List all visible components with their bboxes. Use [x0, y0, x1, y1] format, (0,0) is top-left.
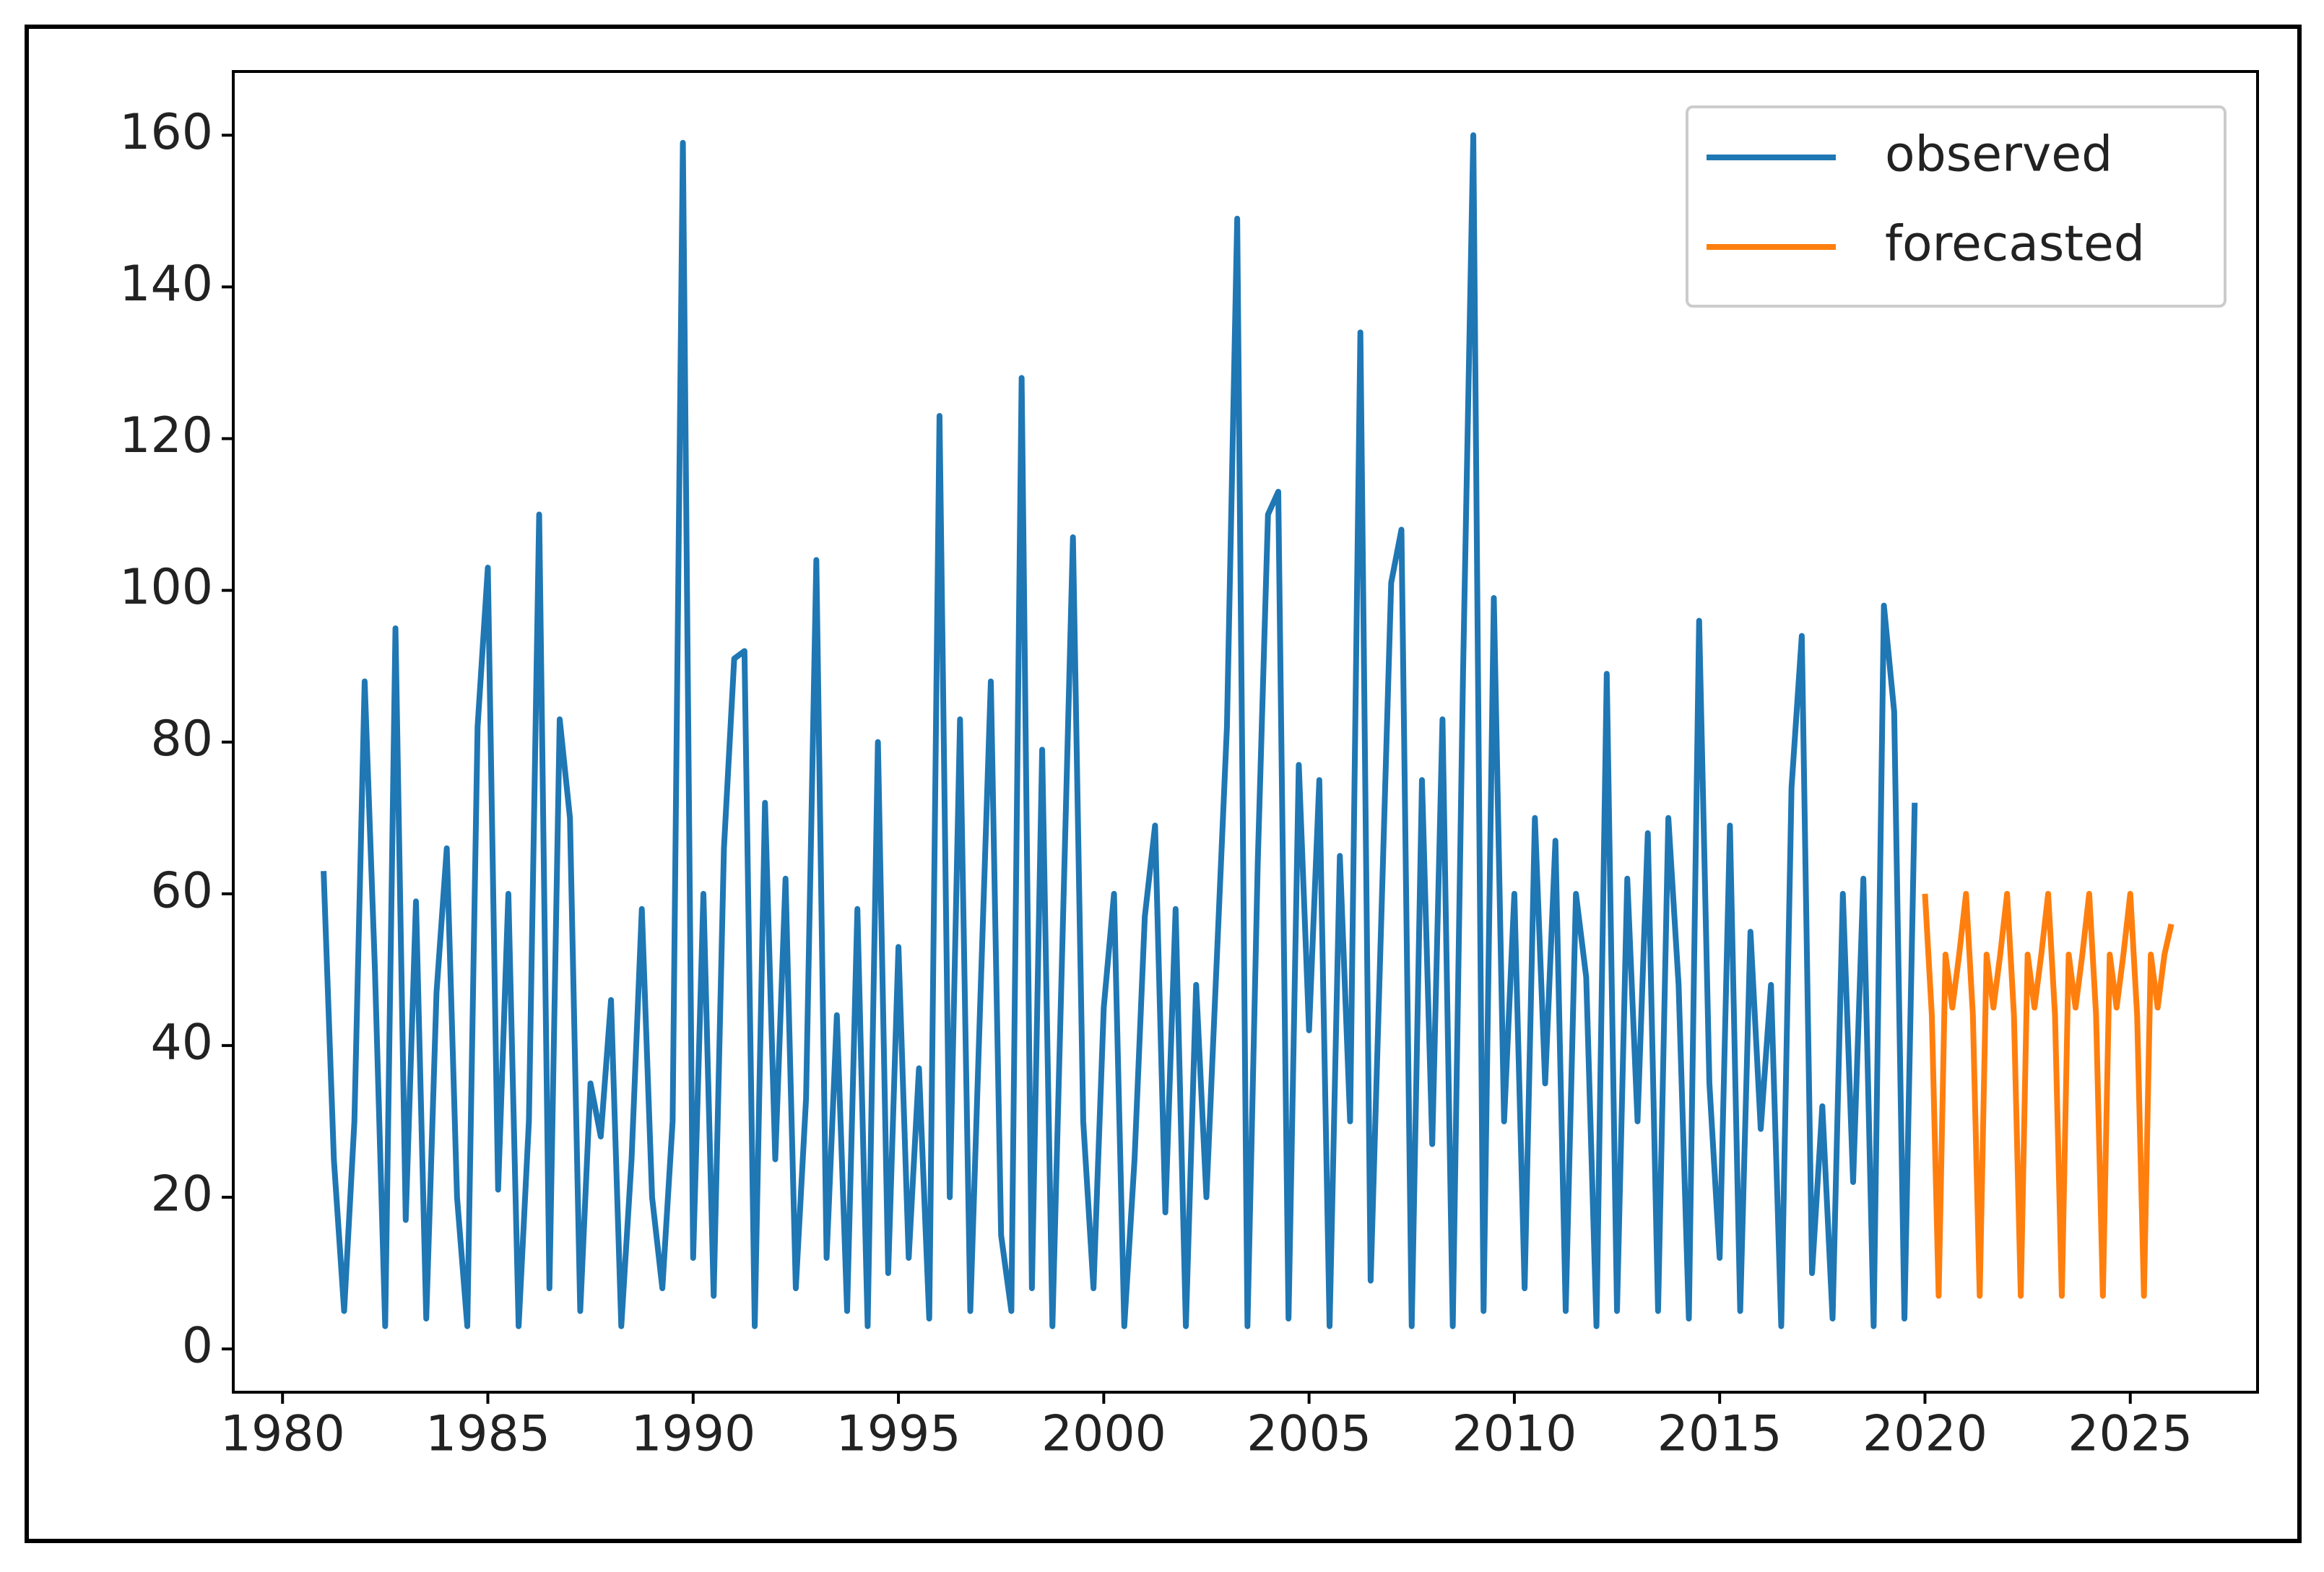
x-tick-label: 1995 — [836, 1406, 961, 1463]
legend-label: forecasted — [1885, 216, 2145, 273]
y-tick-label: 80 — [150, 711, 213, 768]
x-tick-label: 2010 — [1452, 1406, 1577, 1463]
plot-border — [232, 70, 2259, 1394]
x-tick-label: 2005 — [1246, 1406, 1371, 1463]
y-tick-label: 40 — [150, 1014, 213, 1071]
x-tick-label: 1985 — [425, 1406, 550, 1463]
x-tick-label: 1990 — [630, 1406, 755, 1463]
x-tick-label: 2000 — [1041, 1406, 1166, 1463]
x-tick-label: 2015 — [1657, 1406, 1782, 1463]
y-tick-label: 160 — [119, 104, 213, 161]
x-tick-label: 1980 — [220, 1406, 345, 1463]
y-tick-label: 60 — [150, 862, 213, 919]
legend-label: observed — [1885, 126, 2112, 183]
y-tick-label: 100 — [119, 559, 213, 616]
y-tick-label: 20 — [150, 1166, 213, 1223]
y-tick-label: 140 — [119, 256, 213, 313]
x-tick-label: 2020 — [1863, 1406, 1987, 1463]
y-tick-label: 0 — [182, 1318, 213, 1375]
x-tick-label: 2025 — [2068, 1406, 2193, 1463]
y-tick-label: 120 — [119, 407, 213, 464]
series-line — [1922, 890, 2175, 1299]
series-line — [321, 132, 1918, 1329]
